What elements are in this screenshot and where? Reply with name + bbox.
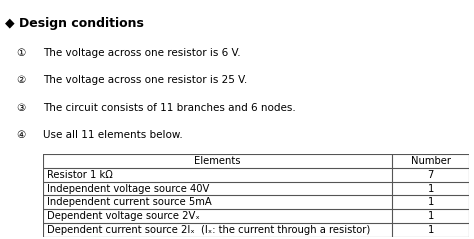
- Text: Independent voltage source 40V: Independent voltage source 40V: [47, 184, 210, 194]
- Text: ①: ①: [17, 48, 26, 58]
- Text: ③: ③: [17, 103, 26, 113]
- Text: Dependent current source 2Iₓ  (Iₓ: the current through a resistor): Dependent current source 2Iₓ (Iₓ: the cu…: [47, 225, 370, 235]
- Text: ④: ④: [17, 130, 26, 140]
- Text: Dependent voltage source 2Vₓ: Dependent voltage source 2Vₓ: [47, 211, 200, 221]
- Text: ◆ Design conditions: ◆ Design conditions: [5, 17, 144, 30]
- Text: The voltage across one resistor is 25 V.: The voltage across one resistor is 25 V.: [43, 75, 247, 85]
- Text: Number: Number: [411, 156, 451, 166]
- Text: 1: 1: [428, 197, 434, 207]
- Text: Elements: Elements: [194, 156, 241, 166]
- Text: Use all 11 elements below.: Use all 11 elements below.: [43, 130, 182, 140]
- Text: 1: 1: [428, 211, 434, 221]
- Text: The circuit consists of 11 branches and 6 nodes.: The circuit consists of 11 branches and …: [43, 103, 295, 113]
- Text: 7: 7: [428, 170, 434, 180]
- Text: 1: 1: [428, 184, 434, 194]
- Text: ②: ②: [17, 75, 26, 85]
- Text: Resistor 1 kΩ: Resistor 1 kΩ: [47, 170, 113, 180]
- Text: 1: 1: [428, 225, 434, 235]
- Text: Independent current source 5mA: Independent current source 5mA: [47, 197, 212, 207]
- Text: The voltage across one resistor is 6 V.: The voltage across one resistor is 6 V.: [43, 48, 240, 58]
